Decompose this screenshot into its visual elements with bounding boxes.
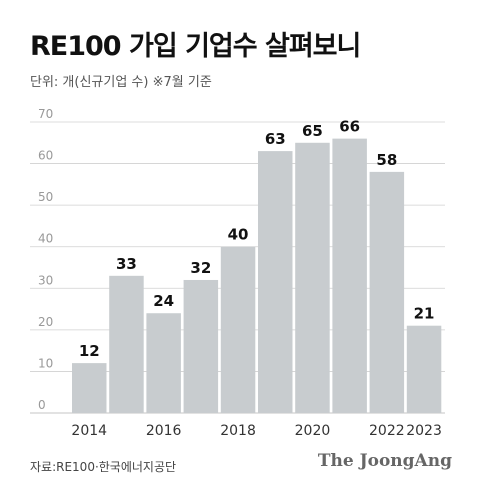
publisher-logo: The JoongAng [317, 451, 452, 471]
bar [72, 363, 107, 413]
y-tick-label: 70 [38, 107, 53, 121]
data-label: 24 [153, 292, 174, 310]
y-tick-label: 40 [38, 232, 53, 246]
data-label: 32 [190, 259, 211, 277]
y-tick-label: 0 [38, 398, 46, 412]
y-tick-label: 60 [38, 149, 53, 163]
y-tick-label: 10 [38, 356, 53, 370]
x-tick-label: 2022 [369, 423, 405, 439]
bars [72, 138, 442, 414]
bar [220, 246, 256, 413]
data-label: 40 [228, 226, 249, 244]
x-tick-label: 2014 [71, 423, 107, 439]
x-tick-label: 2020 [295, 423, 331, 439]
bar [295, 142, 330, 414]
x-tick-label: 2016 [146, 423, 182, 439]
data-label: 12 [79, 342, 100, 360]
bar [332, 138, 367, 413]
data-label: 63 [265, 130, 286, 148]
y-tick-label: 30 [38, 273, 53, 287]
data-label: 33 [116, 255, 137, 273]
y-tick-label: 20 [38, 315, 53, 329]
chart-title: RE100 가입 기업수 살펴보니 [30, 31, 361, 62]
bar [183, 279, 219, 413]
data-label: 65 [302, 122, 323, 140]
bar [146, 313, 181, 413]
bar [369, 171, 405, 413]
data-label: 21 [414, 305, 435, 323]
data-labels: 12 33 24 32 40 63 65 66 58 21 [79, 118, 435, 360]
source-note: 자료:RE100·한국에너지공단 [30, 460, 177, 474]
y-tick-label: 50 [38, 190, 53, 204]
bar [406, 325, 442, 413]
x-axis-ticks: 2014 2016 2018 2020 2022 2023 [71, 423, 441, 439]
x-tick-label: 2018 [220, 423, 256, 439]
x-tick-label: 2023 [406, 423, 442, 439]
chart-subtitle: 단위: 개(신규기업 수) ※7월 기준 [30, 75, 212, 90]
bar [109, 275, 144, 413]
data-label: 66 [339, 118, 360, 136]
data-label: 58 [376, 151, 397, 169]
y-axis-ticks: 0 10 20 30 40 50 60 70 [38, 107, 53, 412]
bar [258, 151, 293, 413]
